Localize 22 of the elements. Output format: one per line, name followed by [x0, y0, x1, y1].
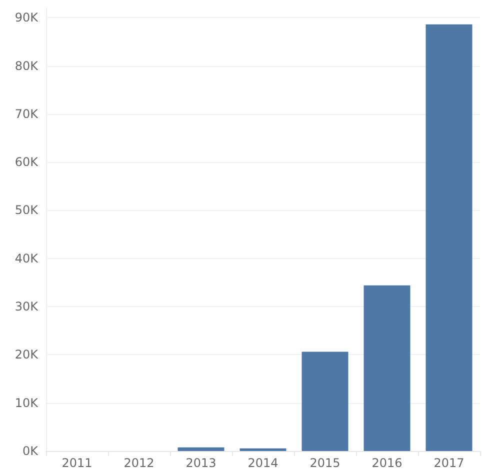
- x-tick-label: 2015: [310, 456, 340, 470]
- bar: [426, 24, 472, 451]
- bar: [302, 352, 348, 451]
- y-tick-label: 40K: [14, 251, 40, 266]
- bar: [364, 285, 410, 451]
- y-tick-label: 0K: [22, 444, 40, 458]
- y-tick-label: 20K: [14, 348, 40, 362]
- y-tick-label: 70K: [14, 106, 40, 121]
- y-tick-label: 90K: [14, 10, 40, 25]
- x-tick-label: 2013: [186, 456, 216, 470]
- x-tick-label: 2012: [124, 456, 154, 470]
- bar: [178, 447, 224, 451]
- x-tick-label: 2017: [434, 456, 464, 470]
- x-tick-label: 2016: [372, 456, 402, 470]
- bar: [240, 448, 286, 451]
- x-tick-label: 2014: [248, 456, 278, 470]
- y-tick-label: 10K: [14, 396, 40, 410]
- x-tick-label: 2011: [62, 456, 92, 470]
- y-tick-label: 80K: [14, 58, 40, 73]
- y-tick-label: 50K: [14, 203, 40, 218]
- y-tick-label: 30K: [14, 300, 40, 314]
- y-tick-label: 60K: [14, 155, 40, 170]
